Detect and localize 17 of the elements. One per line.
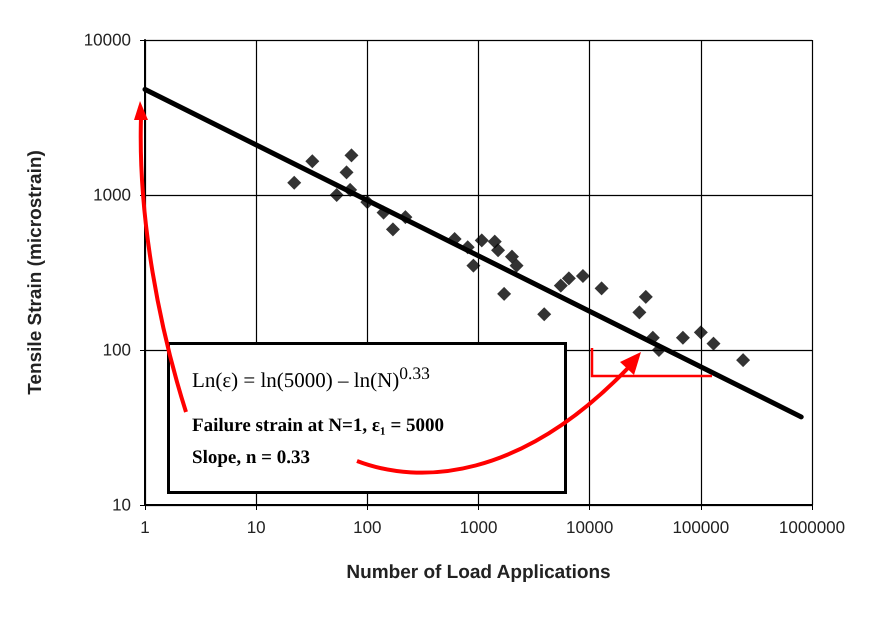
x-tick-label: 10 <box>246 518 266 537</box>
y-tick-label: 100 <box>102 340 131 360</box>
x-tick-label: 1000 <box>460 518 498 537</box>
x-tick-label: 100000 <box>672 518 730 537</box>
y-tick-label: 10 <box>112 496 131 514</box>
y-tick-label: 10000 <box>84 30 131 50</box>
x-tick-label: 10000 <box>566 518 614 537</box>
annotation: Failure strain at N=1, ε₁ = 5000 <box>192 415 444 437</box>
x-tick-label: 100 <box>353 518 382 537</box>
note-box: Ln(ε) = ln(5000) – ln(N)$^{0.33}$ Failure strain at N=1, ε₁ = 5000 Slope, n = 0.33 <box>167 342 567 494</box>
x-axis-title: Number of Load Applications <box>346 562 611 583</box>
annotation: Slope, n = 0.33 <box>192 447 310 469</box>
x-tick-label: 1 <box>140 518 150 537</box>
y-tick-label: 1000 <box>93 186 131 204</box>
x-tick-label: 1000000 <box>778 518 846 537</box>
annotation: Ln(ε) = ln(5000) – ln(N)$^{0.33}$ <box>192 363 430 393</box>
y-axis-title: Tensile Strain (microstrain) <box>25 150 46 395</box>
